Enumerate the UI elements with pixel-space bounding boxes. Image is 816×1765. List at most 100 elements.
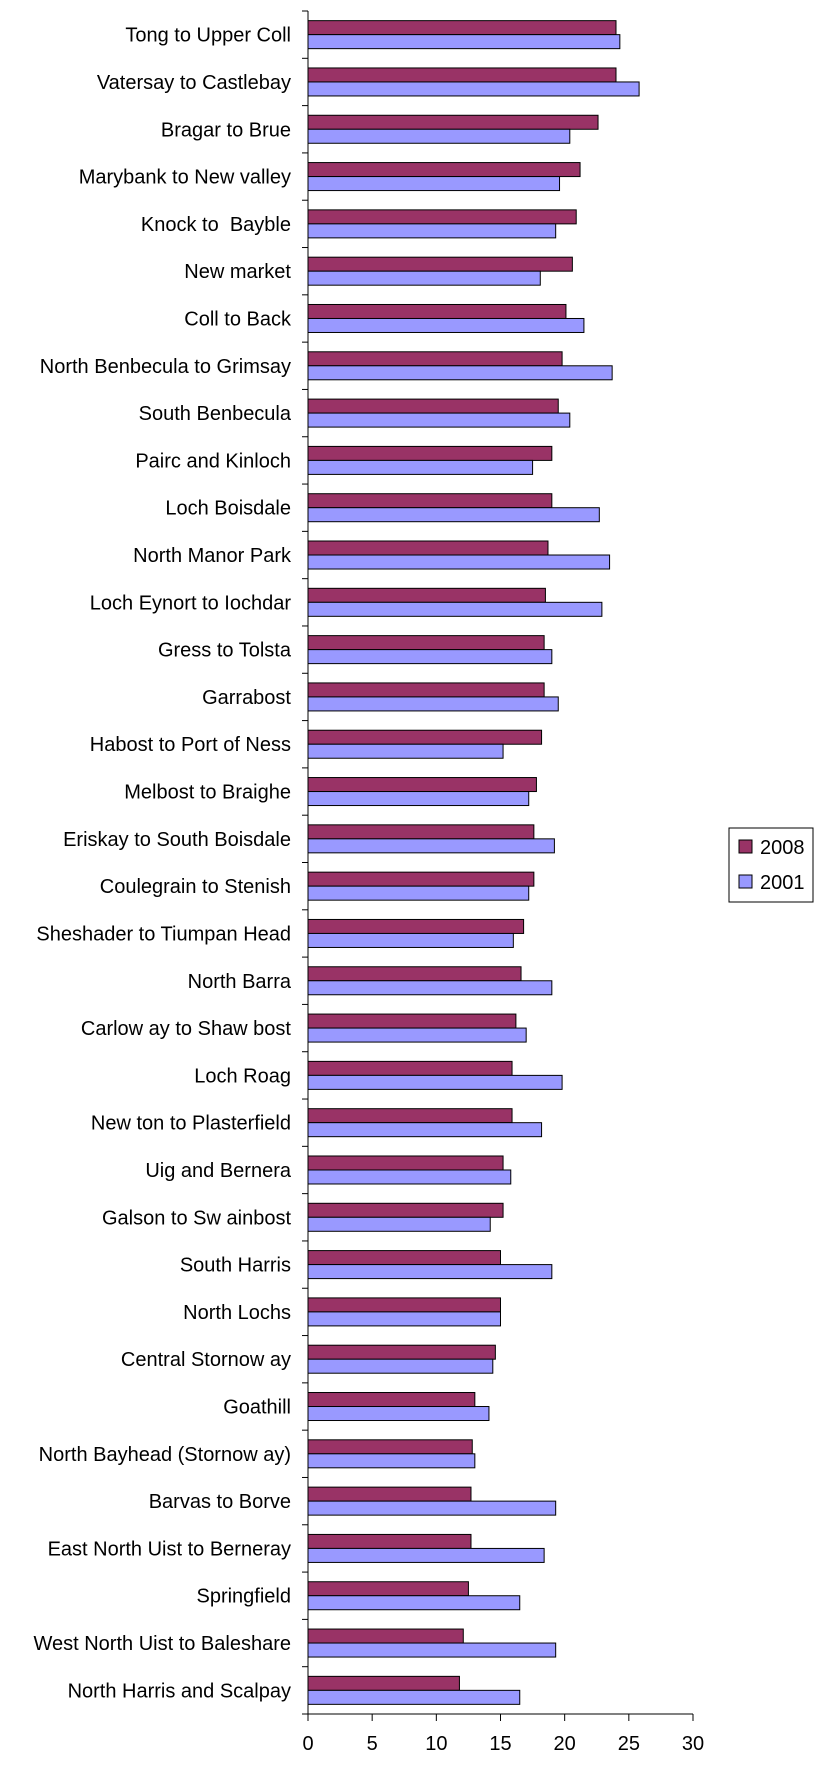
bar-2008-3 <box>307 162 581 178</box>
bar-2001-19 <box>307 932 514 948</box>
category-label: Sheshader to Tiumpan Head <box>36 923 291 945</box>
bar-2001-5 <box>307 270 541 286</box>
category-label: Loch Roag <box>194 1065 291 1087</box>
bar-2001-2 <box>307 128 571 144</box>
bar-2001-6 <box>307 317 585 333</box>
bar-2008-30 <box>307 1439 473 1455</box>
category-label: Barvas to Borve <box>149 1491 291 1513</box>
bar-2008-5 <box>307 256 573 272</box>
bar-2001-32 <box>307 1547 545 1563</box>
x-tick-label: 30 <box>682 1733 704 1755</box>
bar-2008-8 <box>307 398 559 414</box>
bar-2001-4 <box>307 223 557 239</box>
category-label: North Benbecula to Grimsay <box>40 356 291 378</box>
legend-swatch-2008 <box>738 839 753 854</box>
bar-2008-20 <box>307 966 522 982</box>
bar-2008-25 <box>307 1202 504 1218</box>
category-labels: Tong to Upper Coll Vatersay to Castlebay B… <box>33 25 292 1703</box>
bar-2001-14 <box>307 696 559 712</box>
category-label: Coll to Back <box>184 308 292 330</box>
bar-2001-26 <box>307 1264 553 1280</box>
bar-2001-16 <box>307 791 530 807</box>
bar-2008-1 <box>307 67 617 83</box>
category-label: Knock to Bayble <box>141 214 291 236</box>
bar-2001-10 <box>307 507 600 523</box>
bar-2008-27 <box>307 1297 501 1313</box>
category-label: Springfield <box>196 1586 291 1608</box>
x-tick-label: 25 <box>618 1733 640 1755</box>
bar-2008-4 <box>307 209 577 225</box>
bar-2008-14 <box>307 682 545 698</box>
bar-2008-26 <box>307 1250 501 1266</box>
bars-group <box>307 20 640 1705</box>
bar-2001-22 <box>307 1074 563 1090</box>
category-label: Goathill <box>223 1397 291 1419</box>
bar-2008-21 <box>307 1013 517 1029</box>
category-label: North Barra <box>188 971 292 993</box>
bar-2008-12 <box>307 587 546 603</box>
category-label: Garrabost <box>202 687 291 709</box>
category-label: Habost to Port of Ness <box>90 734 291 756</box>
category-label: Bragar to Brue <box>161 119 291 141</box>
bar-2001-29 <box>307 1406 490 1422</box>
legend-label-2008: 2008 <box>760 837 805 859</box>
bar-2001-11 <box>307 554 611 570</box>
x-tick-label: 20 <box>554 1733 576 1755</box>
axes-group: 0 5 10 15 20 25 30 <box>302 10 704 1755</box>
bar-2008-10 <box>307 493 553 509</box>
bar-2008-2 <box>307 114 599 130</box>
category-label: Marybank to New valley <box>79 167 291 189</box>
legend: 2008 2001 <box>728 827 814 903</box>
bar-2008-6 <box>307 303 567 319</box>
bar-2001-28 <box>307 1358 494 1374</box>
category-label: Vatersay to Castlebay <box>97 72 291 94</box>
bar-2001-15 <box>307 743 504 759</box>
category-label: Loch Boisdale <box>165 498 291 520</box>
category-label: Eriskay to South Boisdale <box>63 829 291 851</box>
category-label: East North Uist to Berneray <box>48 1538 291 1560</box>
category-label: Gress to Tolsta <box>158 640 292 662</box>
category-label: South Benbecula <box>139 403 292 425</box>
bar-2008-7 <box>307 351 563 367</box>
x-tick-label: 15 <box>489 1733 511 1755</box>
bar-2008-18 <box>307 871 535 887</box>
bar-2001-23 <box>307 1122 543 1138</box>
bar-2008-31 <box>307 1486 472 1502</box>
bar-2001-27 <box>307 1311 501 1327</box>
bar-2001-12 <box>307 601 603 617</box>
bar-2001-13 <box>307 649 553 665</box>
bar-2001-25 <box>307 1216 491 1232</box>
legend-swatch-2001 <box>738 874 753 889</box>
bar-2001-34 <box>307 1642 557 1658</box>
category-label: Tong to Upper Coll <box>125 25 291 47</box>
bar-2008-9 <box>307 445 553 461</box>
bar-2008-33 <box>307 1581 469 1597</box>
bar-2001-0 <box>307 34 621 50</box>
bar-2001-18 <box>307 885 530 901</box>
bar-2001-30 <box>307 1453 476 1469</box>
category-label: Pairc and Kinloch <box>135 450 291 472</box>
x-tick-label: 10 <box>425 1733 447 1755</box>
category-label: North Lochs <box>183 1302 291 1324</box>
category-label: North Manor Park <box>133 545 292 567</box>
x-tick-label: 5 <box>367 1733 378 1755</box>
category-label: North Harris and Scalpay <box>68 1680 291 1702</box>
category-label: New market <box>184 261 291 283</box>
bar-2001-3 <box>307 176 561 192</box>
bar-2001-33 <box>307 1595 521 1611</box>
category-label: Carlow ay to Shaw bost <box>81 1018 292 1040</box>
bar-2008-17 <box>307 824 535 840</box>
bar-2001-31 <box>307 1500 557 1516</box>
bar-2001-7 <box>307 365 613 381</box>
bar-2001-21 <box>307 1027 527 1043</box>
bar-2001-17 <box>307 838 555 854</box>
bar-2008-32 <box>307 1533 472 1549</box>
bar-2008-16 <box>307 777 537 793</box>
category-label: Central Stornow ay <box>121 1349 291 1371</box>
bar-2008-0 <box>307 20 617 36</box>
legend-label-2001: 2001 <box>760 872 805 894</box>
bar-2001-35 <box>307 1689 521 1705</box>
category-label: Coulegrain to Stenish <box>100 876 291 898</box>
bar-2001-9 <box>307 459 534 475</box>
